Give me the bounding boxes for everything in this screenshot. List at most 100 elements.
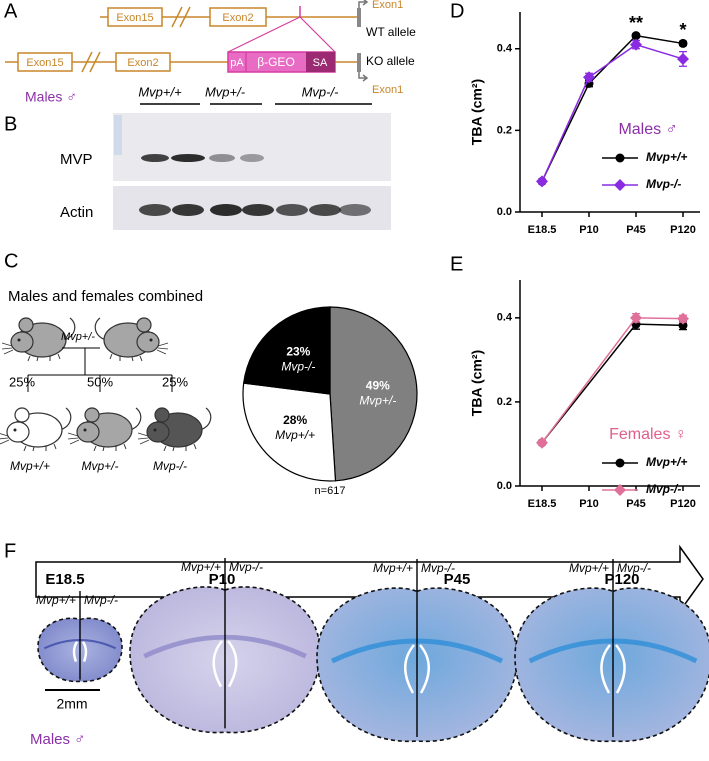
breeding-title: Males and females combined [8, 288, 203, 305]
exon-box [115, 52, 171, 72]
exon-label: Exon1 [372, 84, 403, 96]
mouse-head [146, 421, 170, 443]
blot-band [210, 204, 242, 216]
pie-category-label: Mvp+/+ [275, 428, 315, 442]
series-line [541, 317, 684, 444]
panel-letter: F [4, 540, 16, 562]
pie-slice [243, 306, 331, 395]
pie-value-label: 49% [366, 379, 390, 393]
blot-band [141, 154, 169, 162]
stage-label: P10 [209, 571, 236, 588]
mouse-tail [63, 317, 76, 341]
mouse-eye [17, 338, 21, 342]
significance: ** [629, 13, 643, 33]
mouse-tail [94, 317, 107, 341]
blot-band [276, 204, 308, 216]
x-tick-label: P120 [670, 498, 696, 510]
mouse-ear [154, 407, 170, 423]
y-tick-label: 0.4 [497, 312, 513, 324]
blot-band [339, 204, 371, 216]
point [536, 175, 548, 188]
section-genotype: Mvp-/- [84, 593, 118, 607]
y-tick-label: 0.2 [497, 124, 512, 136]
blot-band [209, 154, 235, 162]
section-genotype: Mvp+/+ [36, 593, 76, 607]
cassette-label: β-GEO [257, 55, 295, 69]
series-line [541, 34, 684, 182]
exon-label: Exon2 [127, 57, 158, 69]
point [678, 38, 688, 48]
blot-band [171, 154, 205, 162]
legend-entry: Mvp+/+ [646, 150, 687, 164]
legend-entry: Mvp-/- [646, 177, 681, 191]
point [677, 52, 689, 65]
y-axis-label: TBA (cm²) [469, 79, 485, 145]
mouse-whiskers [0, 433, 10, 445]
ratio-label: 50% [87, 374, 113, 389]
mouse-eye [153, 428, 157, 432]
y-tick-label: 0.0 [497, 206, 512, 218]
cassette-sa [306, 52, 335, 72]
break-mark [179, 6, 191, 28]
panel-letter: D [450, 0, 464, 22]
offspring-genotype: Mvp+/+ [10, 459, 50, 473]
ratio-label: 25% [162, 374, 188, 389]
series-line [541, 43, 684, 182]
x-tick-label: P45 [626, 498, 646, 510]
group-label: Males ♂ [30, 731, 85, 748]
panel-letter: E [450, 253, 463, 275]
panel-letter: C [4, 250, 18, 272]
stage-label: E18.5 [45, 571, 84, 588]
mouse-head [136, 331, 160, 353]
mouse-head [10, 331, 34, 353]
cassette-label: SA [313, 57, 328, 69]
brain-section [514, 587, 709, 743]
offspring-genotype: Mvp-/- [153, 459, 187, 473]
mouse-tail [129, 407, 142, 431]
pie-category-label: Mvp+/- [359, 394, 396, 408]
row-label: Actin [60, 204, 93, 221]
mouse-icon [0, 407, 72, 452]
x-tick-label: P10 [579, 224, 599, 236]
exon-label: Exon2 [222, 12, 253, 24]
mouse-icon [94, 317, 169, 362]
point [631, 31, 641, 41]
genotype-label: Mvp-/- [302, 84, 340, 99]
mouse-icon [67, 407, 142, 452]
point [630, 38, 642, 51]
section-genotype: Mvp+/+ [373, 561, 413, 575]
insertion-lines [227, 16, 336, 53]
blot-band [240, 154, 264, 162]
mouse-ear [84, 407, 100, 423]
legend-entry: Mvp-/- [646, 482, 681, 496]
ratio-label: 25% [9, 374, 35, 389]
y-axis-label: TBA (cm²) [469, 350, 485, 416]
mouse-eye [83, 428, 87, 432]
point [630, 311, 642, 324]
offspring-genotype: Mvp+/- [81, 459, 118, 473]
mouse-ear [136, 317, 152, 333]
row-label: MVP [60, 151, 93, 168]
mouse-whiskers [156, 342, 169, 355]
series-line [541, 323, 684, 444]
mouse-eye [13, 428, 17, 432]
break-mark [171, 6, 183, 28]
point [677, 312, 689, 325]
mouse-feet [93, 443, 127, 452]
point [678, 320, 688, 330]
mouse-eye [149, 338, 153, 342]
pie-note: n=617 [315, 485, 346, 497]
point [536, 436, 548, 449]
exon-box [209, 7, 267, 27]
pie-value-label: 23% [286, 344, 310, 358]
mouse-whiskers [1, 342, 14, 355]
break-mark [89, 51, 101, 73]
section-genotype: Mvp+/+ [181, 560, 221, 574]
y-tick-label: 0.0 [497, 480, 512, 492]
cross-lines [27, 347, 173, 392]
blot-band [172, 204, 204, 216]
pie-category-label: Mvp-/- [281, 359, 315, 373]
section-genotype: Mvp+/+ [569, 561, 609, 575]
section-genotype: Mvp-/- [421, 561, 455, 575]
x-tick-label: P120 [670, 224, 696, 236]
